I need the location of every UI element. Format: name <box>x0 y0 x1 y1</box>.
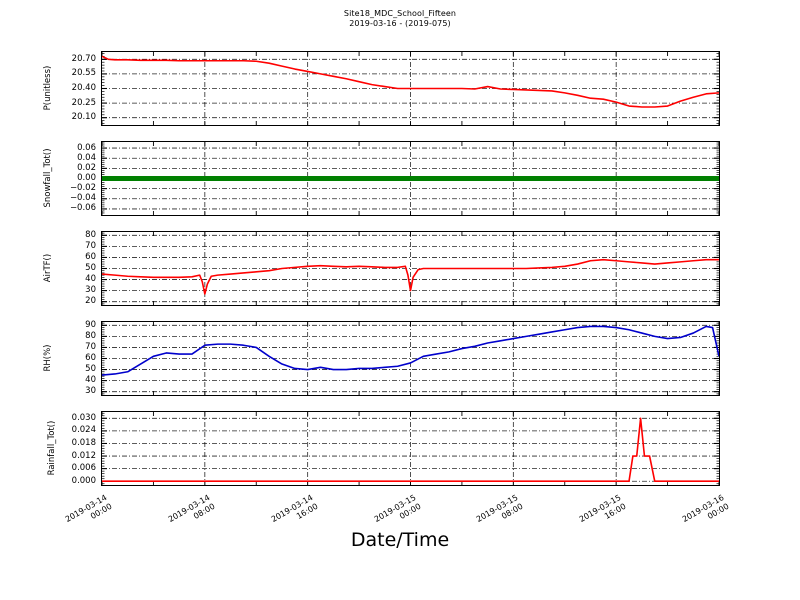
y-ticklabel: 90 <box>85 319 96 330</box>
y-ticklabel: 80 <box>85 229 96 240</box>
plot-panel-5 <box>101 411 720 486</box>
y-axis-title-5: Rainfall_Tot() <box>47 420 57 475</box>
y-ticklabel: 50 <box>85 263 96 273</box>
y-ticklabel: 70 <box>85 341 96 352</box>
series-line-1 <box>102 52 719 125</box>
y-ticklabel: −0.06 <box>69 203 96 214</box>
series-line-4 <box>102 322 719 395</box>
x-axis-label: Date/Time <box>350 529 450 551</box>
y-ticklabel: 30 <box>85 285 96 296</box>
y-ticklabel: 20.40 <box>71 83 96 93</box>
series-line-5 <box>102 412 719 485</box>
y-ticklabel: 70 <box>85 240 96 251</box>
y-ticklabel: 0.06 <box>77 142 96 153</box>
plot-panel-1 <box>101 51 720 126</box>
y-ticklabel: 0.04 <box>77 152 96 163</box>
y-axis-ticklabels-2: −0.06 −0.04 −0.02 0.00 0.02 0.04 0.06 <box>40 141 96 216</box>
y-ticklabel: 40 <box>85 375 96 386</box>
plot-panel-4 <box>101 321 720 396</box>
y-axis-ticklabels-4: 30 40 50 60 70 80 90 <box>40 321 96 396</box>
y-ticklabel: 80 <box>85 330 96 341</box>
y-ticklabel: 0.012 <box>71 450 96 461</box>
y-ticklabel: 20.10 <box>71 112 96 123</box>
y-ticklabel: 0.000 <box>71 475 96 486</box>
y-axis-ticklabels-3: 20 30 40 50 60 70 80 <box>40 231 96 306</box>
y-ticklabel: 60 <box>85 251 96 262</box>
y-axis-ticklabels-5: 0.000 0.006 0.012 0.018 0.024 0.030 <box>40 411 96 486</box>
y-ticklabel: 0.00 <box>77 173 96 183</box>
y-ticklabel: −0.02 <box>69 183 96 194</box>
y-axis-ticklabels-1: 20.10 20.25 20.40 20.55 20.70 <box>40 51 96 126</box>
y-ticklabel: 40 <box>85 274 96 285</box>
y-ticklabel: 0.018 <box>71 437 96 448</box>
y-ticklabel: 0.006 <box>71 463 96 474</box>
y-ticklabel: 60 <box>85 353 96 363</box>
y-ticklabel: 20 <box>85 296 96 307</box>
y-ticklabel: 20.55 <box>71 68 96 79</box>
plot-panel-3 <box>101 231 720 306</box>
series-line-3 <box>102 232 719 305</box>
y-ticklabel: 20.70 <box>71 53 96 64</box>
y-ticklabel: 20.25 <box>71 97 96 108</box>
figure-title-line2: 2019-03-16 - (2019-075) <box>349 19 451 28</box>
y-ticklabel: 30 <box>85 386 96 397</box>
figure-title: Site18_MDC_School_Fifteen 2019-03-16 - (… <box>0 9 800 29</box>
y-ticklabel: 0.02 <box>77 162 96 173</box>
y-ticklabel: 0.030 <box>71 412 96 423</box>
figure-title-line1: Site18_MDC_School_Fifteen <box>343 9 457 18</box>
y-ticklabel: 0.024 <box>71 425 96 436</box>
series-line-2 <box>102 142 719 215</box>
plot-panel-2 <box>101 141 720 216</box>
y-ticklabel: 50 <box>85 364 96 375</box>
y-ticklabel: −0.04 <box>69 193 96 204</box>
